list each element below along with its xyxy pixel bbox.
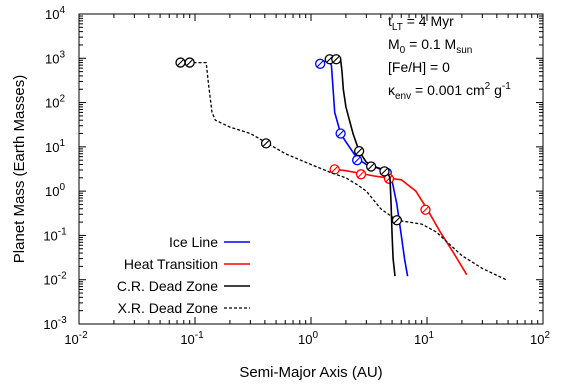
series-marker-c-r-dead-zone [353, 145, 365, 157]
x-tick-label: 101 [414, 330, 434, 347]
series-line-heat-transition [334, 168, 468, 276]
series-marker-c-r-dead-zone [331, 54, 342, 65]
y-tick-label: 10-3 [43, 315, 67, 332]
series-marker-heat-transition [329, 164, 340, 175]
marker-slash [381, 168, 388, 175]
series-marker-heat-transition [355, 169, 367, 180]
series-marker-x-r-dead-zone [260, 138, 272, 149]
y-tick-label: 104 [45, 5, 65, 22]
legend-label-x-r-dead-zone: X.R. Dead Zone [118, 300, 219, 316]
marker-slash [177, 59, 184, 66]
series-layer [175, 54, 507, 281]
axis-layer: 10-2 10-1 100 101 10210-310-210-110010110210… [43, 5, 550, 347]
marker-slash [422, 206, 429, 213]
annotation-box: tLT = 4 Myr M0 = 0.1 Msun [Fe/H] = 0 κenv =… [388, 13, 511, 102]
legend-label-c-r-dead-zone: C.R. Dead Zone [117, 278, 218, 294]
y-tick-label: 100 [45, 182, 65, 199]
y-tick-label: 103 [45, 49, 65, 66]
legend-label-heat-transition: Heat Transition [124, 256, 218, 272]
series-marker-ice-line [352, 155, 363, 166]
annotation-line: M0 = 0.1 Msun [388, 36, 472, 56]
marker-slash [357, 171, 365, 178]
series-marker-ice-line [315, 58, 326, 69]
series-marker-x-r-dead-zone [184, 57, 195, 68]
marker-slash [337, 130, 344, 137]
marker-slash [367, 163, 375, 170]
marker-slash [333, 56, 340, 63]
y-axis-label: Planet Mass (Earth Masses) [11, 75, 28, 263]
marker-slash [186, 59, 193, 66]
x-tick-label: 10-2 [64, 330, 88, 347]
series-line-ice-line [319, 59, 409, 277]
marker-slash [385, 175, 393, 182]
x-tick-label: 100 [298, 330, 318, 347]
marker-slash [355, 147, 363, 155]
marker-slash [262, 140, 270, 147]
annotation-line: tLT = 4 Myr [388, 13, 454, 33]
annotation-line: κenv = 0.001 cm2 g-1 [388, 81, 511, 102]
y-tick-label: 102 [45, 94, 65, 111]
annotation-line: [Fe/H] = 0 [388, 59, 450, 75]
x-axis-label: Semi-Major Axis (AU) [239, 364, 382, 381]
x-tick-label: 102 [530, 330, 550, 347]
y-tick-label: 101 [45, 138, 65, 155]
series-marker-ice-line [335, 128, 346, 139]
y-tick-label: 10-2 [43, 271, 67, 288]
series-marker-x-r-dead-zone [175, 57, 186, 68]
series-marker-c-r-dead-zone [379, 166, 390, 177]
series-marker-x-r-dead-zone [391, 215, 403, 226]
marker-slash [353, 156, 361, 164]
marker-slash [393, 217, 401, 224]
series-marker-c-r-dead-zone [365, 161, 377, 172]
marker-slash [316, 60, 324, 68]
marker-slash [331, 166, 338, 173]
series-marker-heat-transition [420, 204, 431, 215]
legend: Ice Line Heat Transition C.R. Dead Zone X.R… [117, 234, 250, 316]
x-tick-label: 10-1 [180, 330, 204, 347]
y-tick-label: 10-1 [43, 226, 67, 243]
legend-label-ice-line: Ice Line [169, 234, 218, 250]
